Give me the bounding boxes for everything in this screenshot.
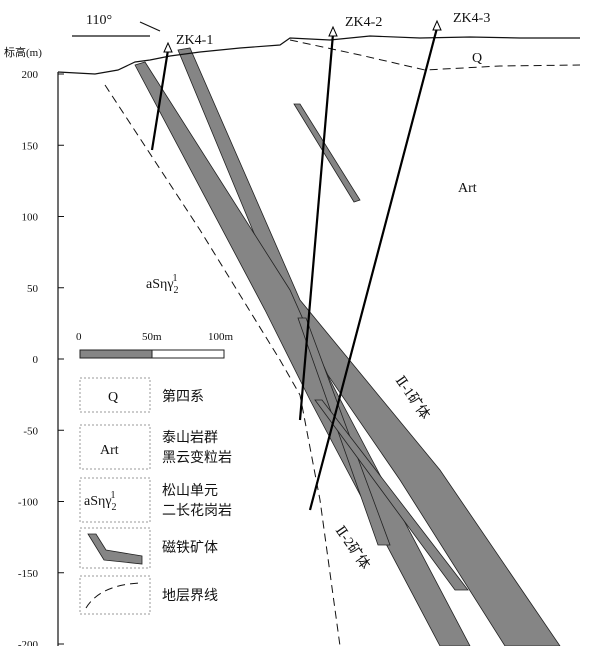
hole-label: ZK4-3 bbox=[453, 11, 490, 26]
scale-label: 50m bbox=[142, 331, 162, 343]
unit-label: aSηγ21 bbox=[146, 273, 179, 296]
legend-text: 磁铁矿体 bbox=[162, 540, 218, 556]
unit-sup: 1 bbox=[173, 273, 178, 284]
tick-label: -150 bbox=[18, 568, 39, 580]
scale-label: 0 bbox=[76, 331, 82, 343]
tick-label: -50 bbox=[23, 425, 38, 437]
hole-marker bbox=[164, 43, 172, 52]
axis-label: 标高(m) bbox=[4, 45, 42, 59]
q-boundary bbox=[290, 40, 580, 70]
legend-text: 松山单元 bbox=[162, 483, 218, 499]
legend-text: 地层界线 bbox=[162, 588, 218, 604]
ore-label: Ⅱ-1矿体 bbox=[392, 373, 433, 422]
unit-text: aSηγ bbox=[84, 494, 112, 509]
scale-bar bbox=[80, 350, 152, 358]
hole-label: ZK4-1 bbox=[176, 33, 213, 48]
tick-label: 0 bbox=[33, 354, 39, 366]
ore-label: Ⅱ-2矿体 bbox=[332, 523, 373, 572]
tick-label: -100 bbox=[18, 497, 39, 509]
legend-symbol: Art bbox=[100, 443, 119, 458]
tick-label: 200 bbox=[22, 69, 39, 81]
scale-label: 100m bbox=[208, 331, 234, 343]
legend-boundary bbox=[86, 583, 140, 608]
unit-label: Art bbox=[458, 181, 477, 196]
legend-text: 黑云变粒岩 bbox=[162, 450, 232, 466]
tick-label: 100 bbox=[22, 212, 39, 224]
tick-label: 50 bbox=[27, 283, 39, 295]
legend-text: 泰山岩群 bbox=[162, 430, 218, 446]
cross-section: 标高(m) 110° ZK4-1 ZK4-2 ZK4-3 Q Art aSηγ2… bbox=[0, 0, 590, 646]
legend-symbol: Q bbox=[108, 390, 118, 405]
legend-box bbox=[80, 576, 150, 614]
tick-label: 150 bbox=[22, 140, 39, 152]
unit-text: aSηγ bbox=[146, 277, 174, 292]
ore-lens bbox=[294, 104, 360, 202]
legend-ore bbox=[88, 534, 142, 564]
hole-label: ZK4-2 bbox=[345, 15, 382, 30]
unit-sub: 2 bbox=[112, 502, 117, 513]
legend-text: 第四系 bbox=[162, 388, 204, 405]
legend-text: 二长花岗岩 bbox=[162, 503, 232, 519]
unit-sub: 2 bbox=[174, 285, 179, 296]
scale-bar bbox=[152, 350, 224, 358]
ore-body bbox=[178, 48, 560, 646]
hole-marker bbox=[433, 21, 441, 30]
direction-arrow bbox=[140, 22, 160, 31]
hole-marker bbox=[329, 27, 337, 36]
unit-sup: 1 bbox=[111, 490, 116, 501]
legend-symbol: aSηγ21 bbox=[84, 490, 117, 513]
unit-label: Q bbox=[472, 51, 482, 66]
tick-label: -200 bbox=[18, 639, 39, 646]
direction: 110° bbox=[86, 13, 112, 28]
